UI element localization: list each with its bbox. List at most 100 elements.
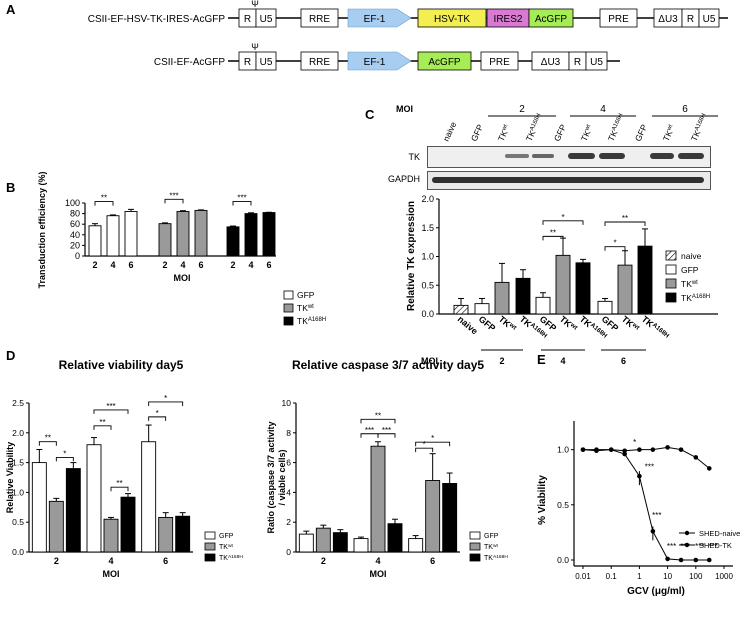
c-y-axis-tick-label: 0.0 xyxy=(421,309,434,319)
b-y-axis-tick-label: 40 xyxy=(70,230,80,240)
psi-symbol: Ψ xyxy=(251,0,259,9)
c-legend-label: naive xyxy=(681,251,702,261)
c-bar xyxy=(515,277,531,315)
d1-bar xyxy=(158,516,174,553)
d1-sig-label: ** xyxy=(99,418,105,427)
c-moi-group-value: 6 xyxy=(621,356,626,366)
e-x-tick-label: 0.01 xyxy=(575,572,591,581)
c-y-axis-tick-label: 2.0 xyxy=(421,194,434,204)
construct-box xyxy=(417,8,487,28)
c-bar xyxy=(535,296,551,315)
construct-box xyxy=(528,8,574,28)
e-line-shed-naive xyxy=(582,446,710,469)
c-legend-label: TKA168H xyxy=(681,293,710,303)
c-sig xyxy=(604,246,626,251)
d1-bar xyxy=(175,515,191,553)
c-sig xyxy=(542,235,564,241)
b-x-tick-label: 6 xyxy=(128,260,133,270)
construct-box xyxy=(480,51,519,71)
c-x-tick-label: naive xyxy=(456,314,480,336)
c-bar xyxy=(494,281,510,315)
b-sig xyxy=(164,198,184,204)
d1-sig xyxy=(148,416,167,421)
e-y-tick-label: 0.5 xyxy=(557,500,569,510)
construct-box-label: R xyxy=(244,14,251,25)
panel-d-caspase-chart: Relative caspase 3/7 activity day5 0 2 4 6 8 1… xyxy=(266,358,508,579)
construct-name: CSII-EF-AcGFP xyxy=(154,57,225,68)
b-bar xyxy=(158,223,172,257)
e-line-shed-tk xyxy=(583,449,710,561)
construct-box-label: R xyxy=(574,57,581,68)
d2-bar xyxy=(315,527,331,553)
d2-sig xyxy=(377,433,396,438)
c-blot-group-label: 4 xyxy=(600,104,606,115)
d1-legend-swatch xyxy=(204,553,216,562)
b-x-tick-label: 6 xyxy=(198,260,203,270)
b-x-tick-label: 6 xyxy=(266,260,271,270)
b-x-label: MOI xyxy=(174,273,191,283)
d2-bar xyxy=(298,533,314,553)
b-y-axis-tick-label: 60 xyxy=(70,219,80,229)
d2-y-label: / viable cells) xyxy=(277,449,287,505)
d1-sig xyxy=(38,441,57,446)
e-point xyxy=(637,447,642,452)
b-bar xyxy=(124,211,138,257)
construct-box-label: EF-1 xyxy=(364,57,386,68)
construct-box-label: AcGFP xyxy=(535,14,568,25)
construct-box-label: R xyxy=(687,14,694,25)
c-blot-group-label: 6 xyxy=(682,104,688,115)
construct-box xyxy=(255,8,277,28)
b-x-tick-label: 2 xyxy=(162,260,167,270)
c-blot-lane-label: TKA168H xyxy=(689,112,710,143)
b-y-axis-tick-label: 80 xyxy=(70,209,80,219)
b-legend-label: GFP xyxy=(297,290,315,300)
b-legend-swatch xyxy=(283,303,294,313)
b-x-tick-label: 4 xyxy=(180,260,185,270)
construct-box-label: U5 xyxy=(260,57,273,68)
c-blot-lane-label: TKA168H xyxy=(606,112,627,143)
c-blot-lane-label: TKwt xyxy=(496,123,512,143)
e-y-tick-label: 0.0 xyxy=(557,555,569,565)
construct-box xyxy=(599,8,638,28)
c-blot-lane-label: naive xyxy=(441,120,459,143)
d1-title: Relative viability day5 xyxy=(59,358,184,372)
d1-sig xyxy=(55,456,74,462)
d2-x-tick-label: 6 xyxy=(430,556,435,566)
construct-box-label: HSV-TK xyxy=(434,14,470,25)
construct-box-label: AcGFP xyxy=(428,57,461,68)
c-bar xyxy=(575,262,591,315)
c-x-tick-label: TKwt xyxy=(620,313,642,334)
d1-y-axis-tick-label: 1.0 xyxy=(12,487,24,497)
d1-sig xyxy=(110,486,129,492)
d1-sig xyxy=(93,425,112,430)
d1-sig-label: ** xyxy=(116,479,122,488)
d1-sig-label: ** xyxy=(45,434,51,443)
construct-box-label: ΔU3 xyxy=(658,14,678,25)
c-moi-group-value: 2 xyxy=(499,356,504,366)
d2-bar xyxy=(387,523,403,553)
e-x-tick-label: 100 xyxy=(689,572,703,581)
d2-bar xyxy=(353,538,369,553)
d2-y-axis-tick-label: 0 xyxy=(286,547,291,557)
d2-sig-label: *** xyxy=(365,426,374,435)
panel-letter-a: A xyxy=(6,2,16,17)
panel-letter-d: D xyxy=(6,348,16,363)
d1-legend-label: TKwt xyxy=(219,543,233,552)
construct-box-label: RRE xyxy=(309,57,330,68)
c-legend-label: TKwt xyxy=(681,279,698,289)
construct-box xyxy=(300,8,339,28)
e-y-tick-label: 1.0 xyxy=(557,445,569,455)
e-sig: *** xyxy=(667,542,676,551)
c-x-tick-label: GFP xyxy=(477,314,498,334)
psi-symbol: Ψ xyxy=(251,42,259,52)
d1-legend-swatch xyxy=(204,542,216,551)
d1-bar xyxy=(86,444,102,553)
d1-legend-label: TKA168H xyxy=(219,554,243,563)
d1-legend-swatch xyxy=(204,531,216,540)
c-sig-label: * xyxy=(561,213,564,222)
c-sig-label: * xyxy=(613,239,616,248)
e-point xyxy=(678,447,684,452)
c-blot-lane-label: GFP xyxy=(469,122,486,142)
